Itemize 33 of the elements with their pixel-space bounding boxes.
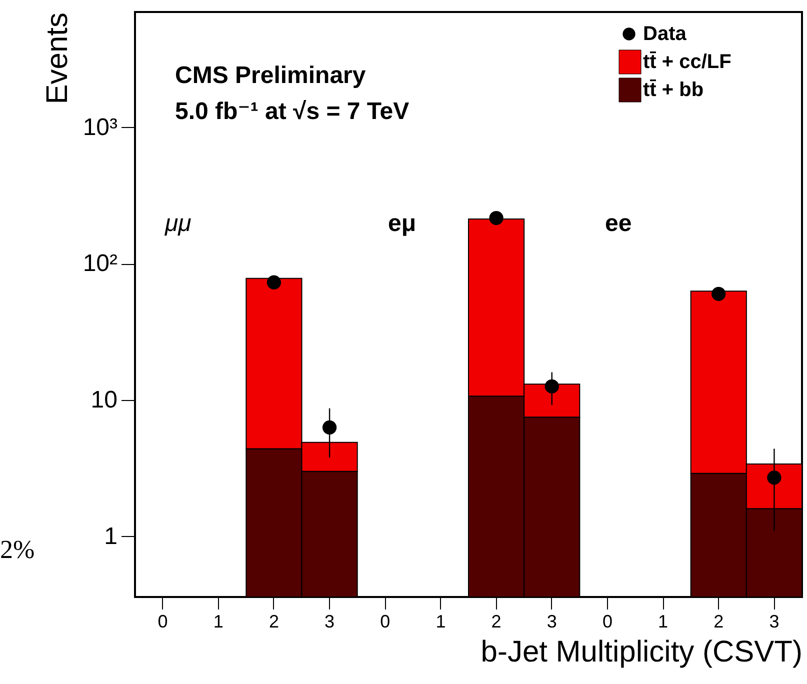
point <box>489 211 504 226</box>
x-axis-title: b-Jet Multiplicity (CSVT) <box>480 636 802 668</box>
x-tick-label: 3 <box>769 612 780 632</box>
point <box>322 420 337 435</box>
x-tick-label: 0 <box>602 612 612 632</box>
y-axis-title: Events <box>40 12 74 104</box>
legend-label: Data <box>643 23 688 45</box>
point <box>767 470 782 485</box>
y-tick-label: 1 <box>104 522 118 550</box>
point <box>712 286 726 301</box>
annotation: eμ <box>388 210 416 237</box>
y-tick-label: 10 <box>90 386 118 414</box>
point <box>266 275 282 290</box>
annotation: ee <box>605 210 632 237</box>
x-tick-label: 3 <box>324 612 335 632</box>
x-tick-label: 1 <box>436 612 446 632</box>
annotation: CMS Preliminary <box>175 62 366 89</box>
legend-label: tt̄ + cc/LF <box>643 51 732 73</box>
text: 2% <box>0 535 35 564</box>
legend-label: tt̄ + bb <box>643 79 704 101</box>
y-tick-label: 10² <box>82 250 118 278</box>
x-tick-label: 3 <box>546 612 557 632</box>
y-tick-label: 10³ <box>82 114 118 141</box>
x-tick-label: 0 <box>158 612 168 632</box>
annotation: 5.0 fb⁻¹ at √s = 7 TeV <box>175 98 410 125</box>
annotation: μμ <box>164 210 192 237</box>
point <box>544 379 559 394</box>
x-tick-label: 2 <box>714 612 724 632</box>
x-tick-label: 0 <box>380 612 390 632</box>
x-tick-label: 2 <box>268 612 279 632</box>
x-tick-label: 1 <box>213 612 224 632</box>
x-tick-label: 1 <box>658 612 668 632</box>
x-tick-label: 2 <box>491 612 502 632</box>
